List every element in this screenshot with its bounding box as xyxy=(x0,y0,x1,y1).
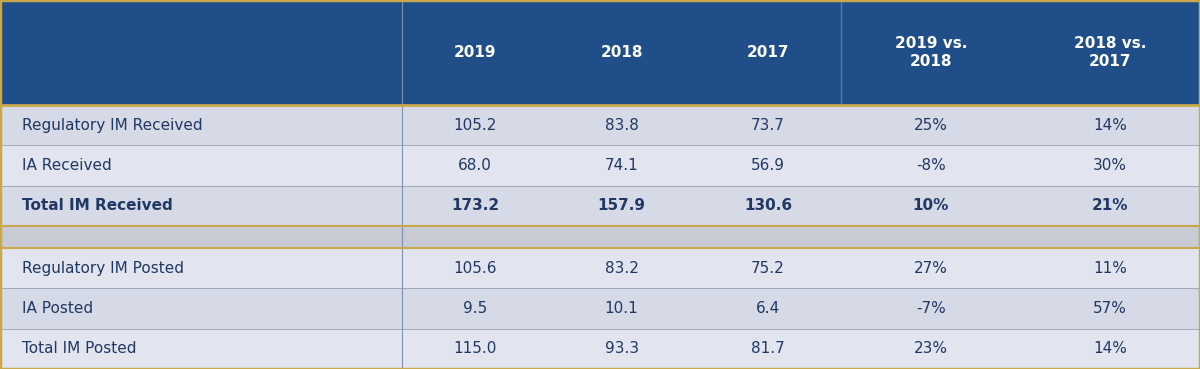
Text: 14%: 14% xyxy=(1093,341,1127,356)
Text: 9.5: 9.5 xyxy=(463,301,487,316)
Bar xyxy=(0,105,1200,145)
Text: Regulatory IM Posted: Regulatory IM Posted xyxy=(22,261,184,276)
Text: 2018 vs.
2017: 2018 vs. 2017 xyxy=(1074,36,1146,69)
Text: 57%: 57% xyxy=(1093,301,1127,316)
Text: 2019 vs.
2018: 2019 vs. 2018 xyxy=(895,36,967,69)
Text: 27%: 27% xyxy=(914,261,948,276)
Text: 2018: 2018 xyxy=(600,45,643,60)
Text: 2019: 2019 xyxy=(454,45,497,60)
Text: 10%: 10% xyxy=(913,199,949,213)
Text: IA Posted: IA Posted xyxy=(22,301,92,316)
Bar xyxy=(0,289,1200,329)
Text: -7%: -7% xyxy=(916,301,946,316)
Text: 6.4: 6.4 xyxy=(756,301,780,316)
Text: 14%: 14% xyxy=(1093,118,1127,133)
Text: 81.7: 81.7 xyxy=(751,341,785,356)
Text: 74.1: 74.1 xyxy=(605,158,638,173)
Text: 75.2: 75.2 xyxy=(751,261,785,276)
Bar xyxy=(0,145,1200,186)
Text: 73.7: 73.7 xyxy=(751,118,785,133)
Text: 23%: 23% xyxy=(914,341,948,356)
Text: 11%: 11% xyxy=(1093,261,1127,276)
Text: 25%: 25% xyxy=(914,118,948,133)
Text: 2017: 2017 xyxy=(746,45,790,60)
Text: -8%: -8% xyxy=(916,158,946,173)
Text: 56.9: 56.9 xyxy=(751,158,785,173)
Text: IA Received: IA Received xyxy=(22,158,112,173)
Text: 21%: 21% xyxy=(1092,199,1128,213)
Text: 173.2: 173.2 xyxy=(451,199,499,213)
Text: 68.0: 68.0 xyxy=(458,158,492,173)
Text: Total IM Posted: Total IM Posted xyxy=(22,341,136,356)
Text: Total IM Received: Total IM Received xyxy=(22,199,173,213)
Bar xyxy=(0,0,1200,105)
Bar xyxy=(0,226,1200,248)
Bar xyxy=(0,329,1200,369)
Text: Regulatory IM Received: Regulatory IM Received xyxy=(22,118,203,133)
Text: 30%: 30% xyxy=(1093,158,1127,173)
Text: 10.1: 10.1 xyxy=(605,301,638,316)
Text: 115.0: 115.0 xyxy=(454,341,497,356)
Bar xyxy=(0,248,1200,289)
Text: 157.9: 157.9 xyxy=(598,199,646,213)
Text: 83.8: 83.8 xyxy=(605,118,638,133)
Text: 83.2: 83.2 xyxy=(605,261,638,276)
Bar xyxy=(0,186,1200,226)
Text: 93.3: 93.3 xyxy=(605,341,638,356)
Text: 130.6: 130.6 xyxy=(744,199,792,213)
Text: 105.2: 105.2 xyxy=(454,118,497,133)
Text: 105.6: 105.6 xyxy=(454,261,497,276)
